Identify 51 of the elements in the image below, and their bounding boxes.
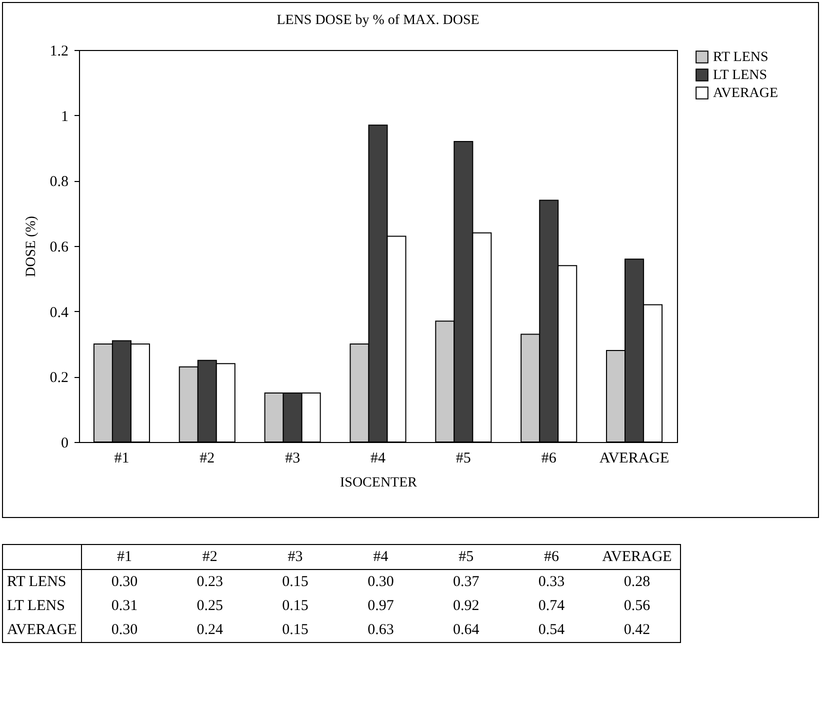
category-label: AVERAGE bbox=[602, 548, 672, 564]
data-label: 0.42 bbox=[622, 620, 652, 640]
data-label: 0.15 bbox=[281, 620, 310, 640]
data-label: 0.25 bbox=[196, 596, 224, 616]
x-tick-label: #2 bbox=[200, 450, 215, 466]
category-label: #5 bbox=[458, 548, 474, 564]
y-tick-label: 1.2 bbox=[50, 44, 68, 60]
x-tick-label: AVERAGE bbox=[599, 450, 670, 466]
text: LT LENS bbox=[7, 598, 65, 614]
data-label: 0.28 bbox=[622, 572, 652, 592]
data-label: 0.24 bbox=[196, 620, 224, 640]
x-axis-title: ISOCENTER bbox=[340, 476, 418, 490]
data-label: 0.63 bbox=[366, 620, 395, 640]
data-label: 0.56 bbox=[622, 596, 652, 616]
y-tick-label: 1 bbox=[61, 108, 68, 125]
data-label: 0.30 bbox=[110, 620, 139, 640]
data-label: 0.33 bbox=[537, 572, 566, 592]
y-tick-label: 0.2 bbox=[50, 370, 68, 386]
y-tick-label: 0 bbox=[61, 436, 68, 452]
data-label: 0.64 bbox=[452, 620, 480, 640]
text: AVERAGE bbox=[7, 622, 77, 638]
category-label: #2 bbox=[202, 548, 218, 564]
y-axis-title: DOSE (%) bbox=[24, 216, 39, 278]
x-tick-label: #6 bbox=[541, 450, 557, 466]
legend-label: LT LENS bbox=[713, 68, 768, 83]
x-tick-label: #4 bbox=[370, 450, 386, 466]
y-tick-label: 0.8 bbox=[50, 174, 68, 190]
data-label: 0.23 bbox=[196, 572, 224, 592]
data-label: 0.30 bbox=[110, 572, 139, 592]
category-label: #6 bbox=[544, 548, 560, 564]
data-label: 0.97 bbox=[366, 596, 395, 616]
data-label: 0.30 bbox=[366, 572, 395, 592]
data-label: 0.15 bbox=[281, 596, 310, 616]
x-tick-label: #5 bbox=[456, 450, 471, 466]
x-tick-label: #3 bbox=[285, 450, 300, 466]
category-label: #3 bbox=[288, 548, 303, 564]
y-tick-label: 0.4 bbox=[50, 304, 69, 321]
data-label: 0.92 bbox=[452, 596, 480, 616]
category-label: #4 bbox=[373, 548, 388, 564]
data-label: 0.31 bbox=[110, 596, 139, 616]
category-label: #1 bbox=[116, 548, 132, 564]
legend-label: AVERAGE bbox=[713, 86, 778, 101]
data-label: 0.37 bbox=[452, 572, 480, 592]
legend-label: RT LENS bbox=[713, 50, 768, 65]
x-tick-label: #1 bbox=[114, 450, 130, 466]
chart-title: LENS DOSE by % of MAX. DOSE bbox=[276, 13, 480, 28]
y-tick-label: 0.6 bbox=[50, 240, 69, 256]
data-label: 0.74 bbox=[537, 596, 566, 616]
data-label: 0.15 bbox=[281, 572, 310, 592]
text: RT LENS bbox=[7, 574, 66, 590]
data-label: 0.54 bbox=[537, 620, 566, 640]
